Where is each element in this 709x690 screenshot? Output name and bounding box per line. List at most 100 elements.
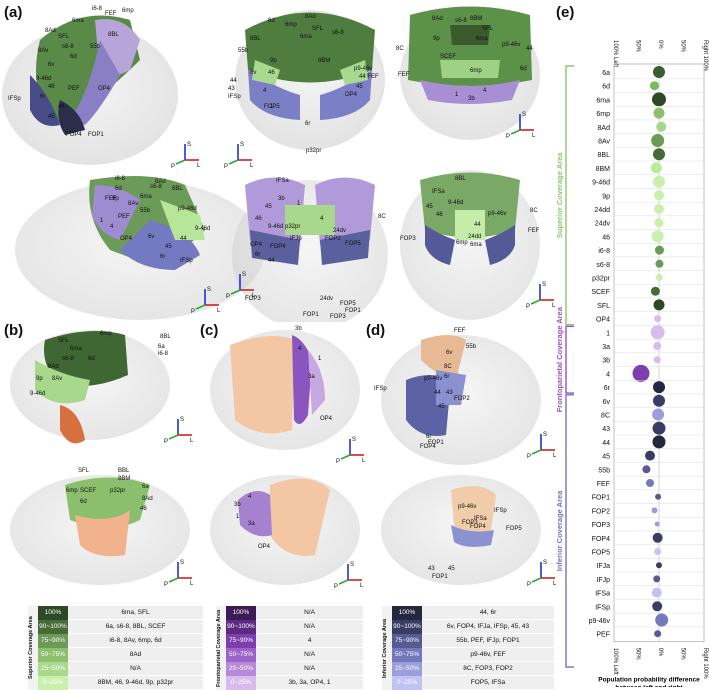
axis-p-label: P	[171, 164, 175, 170]
legend-row: 90~100% 6v, FOP4, IFJa, IFSp, 45, 43	[392, 620, 554, 634]
axis-p-label: P	[164, 582, 168, 588]
legend-description: FOP5, IFSa	[422, 676, 554, 690]
region-label: p9-46v	[458, 504, 476, 510]
region-label: OP4	[258, 544, 271, 550]
region-label: OP4	[250, 242, 263, 248]
region-label: 8Ad	[305, 14, 316, 20]
region-label: 6r	[40, 94, 45, 100]
region-label: 6v	[48, 62, 54, 68]
orientation-axes-b1: S L P	[164, 417, 194, 445]
data-point	[650, 81, 659, 91]
legend-swatch: 75~90%	[392, 634, 422, 648]
region-tick-label: i6-8	[598, 248, 610, 255]
region-label: 6d	[88, 356, 95, 362]
axis-s-label: S	[180, 417, 184, 423]
legend-inferior-title: Inferior Coverage Area	[382, 618, 388, 678]
region-label: 1	[297, 201, 301, 207]
data-point	[651, 507, 658, 514]
region-label: 6mp	[470, 68, 482, 74]
region-label: 44	[526, 46, 533, 52]
region-label: FOP4	[270, 244, 286, 250]
data-point	[654, 204, 664, 214]
legend-row: 75~90% i6-8, 8Av, 6mp, 6d	[38, 634, 203, 648]
region-label: OP4	[320, 416, 333, 422]
region-label: 45	[265, 204, 272, 210]
region-label: 45	[438, 404, 445, 410]
group-bracket	[565, 394, 574, 668]
brain-view-d2	[381, 475, 541, 585]
region-label: FEF	[454, 328, 466, 334]
region-label: 8Ad	[45, 28, 56, 34]
region-label: 8BL	[172, 186, 183, 192]
region-tick-label: 8BL	[598, 152, 611, 159]
region-label: FOP5	[506, 526, 522, 532]
region-label: 44	[434, 390, 441, 396]
data-point	[646, 479, 654, 487]
axis-l-label: L	[250, 163, 254, 169]
x-axis-label-line1: Population probability difference	[598, 677, 700, 684]
region-label: 6mp	[100, 331, 112, 337]
brain-view-c1-labels: 3b 4 1 3a OP4	[295, 326, 333, 422]
region-label: FEF	[528, 228, 540, 234]
region-tick-label: 6v	[603, 399, 611, 406]
data-point	[654, 521, 660, 527]
region-label: 55b	[238, 48, 249, 54]
region-label: 6ma	[70, 346, 82, 352]
axis-s-label: S	[543, 560, 547, 566]
region-label: FOP1	[345, 308, 361, 314]
region-label: 6r	[255, 252, 260, 258]
legend-description: 4	[256, 634, 363, 648]
legend-row: 0~25% FOP5, IFSa	[392, 676, 554, 690]
region-label: IFSp	[180, 258, 193, 264]
x-tick-bottom: 100% Left	[612, 648, 618, 675]
region-label: FOP4	[470, 524, 486, 530]
region-tick-label: 8BM	[596, 166, 611, 173]
region-label: IFJp	[290, 236, 302, 242]
x-tick-bottom: 50%	[635, 648, 641, 661]
region-label: IFSp	[494, 508, 507, 514]
region-label: i6-8	[115, 176, 126, 182]
data-point	[653, 175, 665, 188]
data-point	[651, 230, 664, 243]
legend-swatch: 0~25%	[392, 676, 422, 690]
region-label: SCEF	[440, 54, 456, 60]
region-label: 8BM	[470, 16, 482, 22]
region-tick-label: 44	[602, 440, 610, 447]
region-label: 6v	[250, 70, 256, 76]
data-point	[654, 315, 662, 323]
legend-row: 0~25% 8BM, 46, 9-46d, 9p, p32pr	[38, 676, 203, 690]
region-tick-label: FOP2	[592, 508, 610, 515]
region-label: 24dd	[468, 234, 481, 240]
region-tick-label: IFSp	[595, 604, 610, 611]
group-bracket	[565, 325, 574, 394]
region-label: BBL	[118, 468, 130, 474]
region-label: 6d	[70, 54, 77, 60]
region-label: 4	[483, 88, 487, 94]
legend-description: 6ma, SFL	[68, 606, 203, 620]
region-label: 46	[140, 506, 147, 512]
region-label: 4	[320, 216, 324, 222]
legend-swatch: 100%	[392, 606, 422, 620]
region-label: FOP3	[245, 296, 261, 302]
region-label: p32pr	[110, 488, 125, 494]
region-label: s6-8	[332, 30, 344, 36]
region-label: 45	[165, 244, 172, 250]
region-tick-label: 55b	[598, 467, 610, 474]
region-label: 46	[48, 84, 55, 90]
orientation-axes-a4: S L P	[191, 287, 221, 315]
data-point	[655, 613, 669, 627]
region-label: FOP2	[454, 396, 470, 402]
legend-description: N/A	[68, 662, 203, 676]
orientation-axes-c2: S L P	[334, 562, 364, 590]
legend-swatch: 100%	[38, 606, 68, 620]
legend-swatch: 50~75%	[38, 648, 68, 662]
region-label: 8BL	[160, 334, 171, 340]
data-point	[653, 148, 665, 161]
axis-l-label: L	[553, 453, 556, 459]
region-label: 3a	[248, 521, 255, 527]
region-label: SFL	[312, 26, 324, 32]
region-label: 3b	[234, 502, 241, 508]
region-tick-label: 3a	[602, 344, 610, 351]
